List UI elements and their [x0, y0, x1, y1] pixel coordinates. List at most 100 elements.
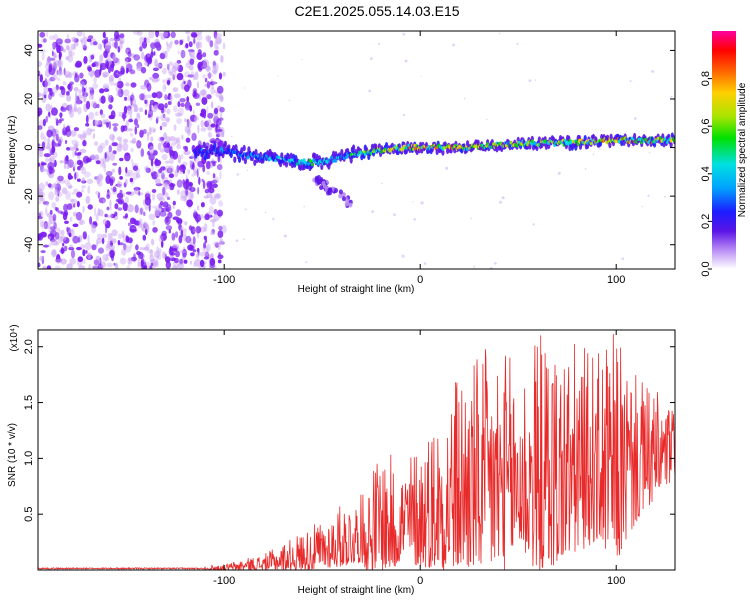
noise-mark — [370, 57, 373, 60]
snr-series-line — [38, 334, 675, 570]
noise-mark — [54, 241, 60, 246]
signal-mark — [299, 164, 303, 171]
noise-mark — [48, 63, 53, 70]
noise-mark — [129, 177, 134, 183]
noise-mark — [144, 109, 148, 116]
spectrogram-x-label: Height of straight line (km) — [298, 284, 415, 295]
noise-mark — [109, 152, 116, 161]
noise-mark — [114, 203, 119, 210]
noise-mark — [136, 251, 142, 256]
noise-mark — [87, 204, 93, 210]
noise-mark — [52, 41, 56, 50]
noise-mark — [161, 230, 167, 236]
noise-mark — [209, 196, 217, 205]
noise-mark — [195, 102, 201, 107]
noise-mark — [127, 204, 134, 213]
noise-mark — [219, 170, 222, 180]
noise-mark — [218, 225, 223, 231]
noise-mark — [222, 42, 226, 50]
noise-mark — [212, 179, 218, 184]
noise-mark — [119, 33, 125, 39]
noise-mark — [134, 118, 138, 126]
noise-mark — [143, 37, 147, 43]
noise-mark — [172, 62, 180, 71]
noise-mark — [154, 58, 159, 67]
noise-mark — [115, 183, 122, 187]
noise-mark — [423, 262, 427, 265]
snr-axes: -100 0 100 0.5 1.0 1.5 2.0 — [23, 330, 675, 587]
noise-mark — [177, 263, 185, 269]
signal-mark — [349, 157, 353, 164]
noise-mark — [129, 217, 136, 225]
noise-mark — [124, 57, 132, 63]
noise-mark — [99, 88, 105, 94]
heatmap-marks — [38, 31, 675, 269]
noise-mark — [160, 149, 165, 153]
noise-mark — [215, 193, 222, 199]
signal-mark — [253, 159, 257, 166]
noise-mark — [117, 88, 124, 98]
noise-mark — [50, 239, 58, 246]
colorbar-ticks: 0.0 0.2 0.4 0.6 0.8 — [700, 71, 712, 277]
noise-mark — [72, 223, 79, 228]
noise-mark — [69, 81, 74, 85]
noise-mark — [83, 96, 86, 102]
y-tick-label: -40 — [23, 237, 35, 253]
noise-mark — [83, 56, 88, 64]
noise-mark — [95, 213, 99, 222]
noise-mark — [172, 248, 178, 252]
noise-mark — [56, 77, 61, 81]
noise-mark — [130, 147, 134, 153]
noise-mark — [117, 71, 124, 75]
noise-mark — [82, 140, 87, 147]
noise-mark — [186, 96, 190, 103]
noise-mark — [161, 154, 168, 160]
noise-mark — [65, 140, 68, 144]
noise-mark — [63, 203, 69, 212]
noise-mark — [166, 108, 171, 115]
noise-mark — [198, 92, 202, 100]
noise-mark — [39, 219, 44, 228]
noise-mark — [203, 195, 209, 199]
noise-mark — [173, 105, 178, 113]
noise-mark — [125, 63, 133, 72]
noise-mark — [66, 147, 71, 151]
noise-mark — [74, 62, 82, 68]
noise-mark — [212, 64, 217, 70]
noise-mark — [38, 143, 41, 147]
noise-mark — [175, 244, 180, 250]
noise-mark — [202, 74, 206, 79]
noise-mark — [129, 132, 134, 137]
noise-mark — [213, 193, 221, 198]
x-tick-label: -100 — [213, 274, 235, 286]
noise-mark — [171, 265, 178, 269]
signal-mark — [352, 144, 356, 151]
noise-mark — [127, 257, 132, 265]
noise-mark — [82, 133, 87, 138]
noise-mark — [76, 31, 83, 37]
noise-mark — [57, 71, 63, 76]
signal-mark — [233, 156, 237, 163]
noise-mark — [46, 31, 49, 37]
noise-mark — [155, 260, 159, 268]
spectrogram-frame — [37, 30, 676, 270]
noise-mark — [102, 198, 106, 204]
signal-mark — [311, 162, 314, 167]
noise-mark — [48, 236, 52, 240]
noise-mark — [154, 158, 159, 165]
noise-mark — [532, 223, 535, 226]
noise-mark — [206, 72, 213, 78]
noise-mark — [49, 76, 56, 82]
noise-mark — [210, 253, 214, 260]
noise-mark — [108, 244, 115, 250]
noise-mark — [80, 166, 87, 175]
signal-branch-mark — [348, 202, 353, 208]
noise-mark — [151, 166, 154, 175]
noise-mark — [80, 39, 84, 43]
noise-mark — [62, 242, 65, 247]
noise-mark — [128, 128, 133, 132]
noise-mark — [65, 45, 70, 51]
noise-mark — [108, 94, 114, 104]
noise-mark — [210, 84, 215, 90]
noise-mark — [148, 126, 152, 136]
